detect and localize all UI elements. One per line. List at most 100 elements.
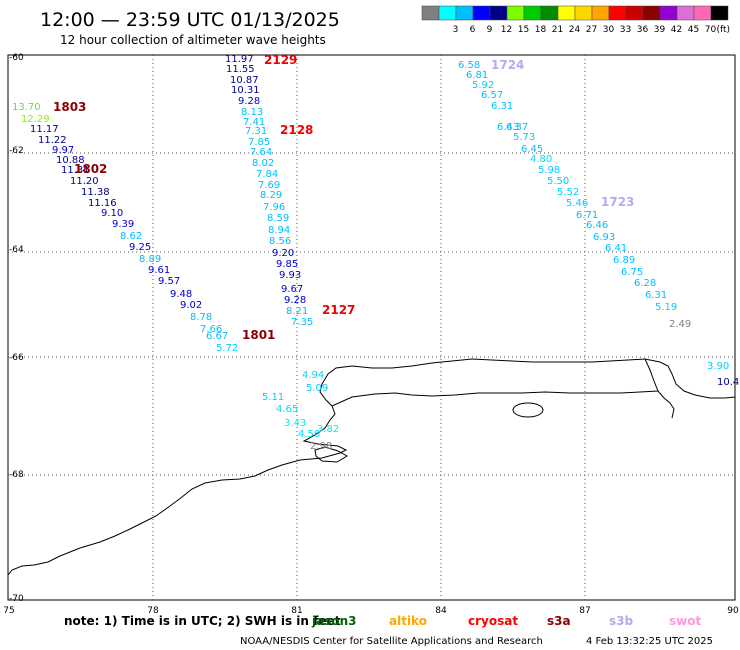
legend-swatch	[540, 5, 559, 21]
wave-height-label: 9.20	[272, 248, 294, 259]
pass-id-label: 1802	[74, 162, 107, 176]
wave-height-label: 11.31	[61, 165, 90, 176]
mission-legend: jason3 altiko cryosat s3a s3b swot	[311, 614, 701, 628]
latitude-label: -62	[9, 146, 24, 156]
ridge-line	[644, 358, 675, 419]
legend-swatch	[506, 5, 525, 21]
wave-height-label: 5.19	[655, 302, 677, 313]
legend-tick-label: 18	[535, 25, 547, 35]
wave-height-label: 3.90	[707, 361, 729, 372]
legend-tick-label: 9	[487, 25, 493, 35]
legend-tick-label: 21	[552, 25, 563, 35]
legend-swatch	[455, 5, 474, 21]
legend-tick-label: 30	[603, 25, 615, 35]
wave-height-label: 8.21	[286, 306, 308, 317]
wave-height-label: 6.89	[613, 255, 635, 266]
wave-height-label: 6.81	[466, 70, 488, 81]
legend-swatch	[642, 5, 661, 21]
wave-height-label: 5.72	[216, 343, 238, 354]
wave-height-label: 5.73	[513, 132, 535, 143]
wave-height-label: 10.4	[717, 377, 739, 388]
wave-height-label: 13.70	[12, 102, 41, 113]
legend-tick-label: 3	[453, 25, 459, 35]
map-subtitle: 12 hour collection of altimeter wave hei…	[60, 33, 326, 47]
footer-note: note: 1) Time is in UTC; 2) SWH is in fe…	[64, 614, 341, 628]
pass-id-label: 1803	[53, 100, 86, 114]
wave-height-label: 8.62	[120, 231, 142, 242]
wave-height-label: 11.97	[225, 54, 254, 65]
legend-swatch	[523, 5, 542, 21]
wave-height-label: 9.61	[148, 265, 170, 276]
latitude-label: -60	[9, 53, 24, 63]
longitude-label: 90	[727, 606, 739, 616]
wave-height-label: 8.94	[268, 225, 290, 236]
legend-swatch	[438, 5, 457, 21]
coastline	[7, 358, 736, 576]
wave-height-label: 8.59	[267, 213, 289, 224]
wave-height-label: 9.48	[170, 289, 192, 300]
observation-layer: 11.9711.5510.8710.319.288.137.417.317.85…	[12, 54, 739, 452]
axis-labels: 75 78 81 84 87 90 -60 -62 -64 -66 -68 -70	[3, 53, 739, 616]
legend-unit-label: (ft)	[716, 25, 730, 35]
wave-height-label: 7.31	[245, 126, 267, 137]
mission-legend-item: s3a	[547, 614, 571, 628]
wave-height-label: 6.45	[521, 144, 543, 155]
legend-swatch	[489, 5, 508, 21]
wave-height-label: 7.41	[243, 117, 265, 128]
pass-label-layer: 2129 2128 2127 1803 1802 1801 1724 1723	[53, 53, 634, 342]
legend-tick-label: 39	[654, 25, 666, 35]
wave-height-label: 8.78	[190, 312, 212, 323]
wave-height-label: 7.69	[258, 180, 280, 191]
pass-id-label: 1724	[491, 58, 524, 72]
legend-swatch	[591, 5, 610, 21]
legend-swatch	[693, 5, 712, 21]
wave-height-label: 6.93	[593, 232, 615, 243]
wave-height-label: 4.80	[530, 154, 552, 165]
wave-height-label: 5.52	[557, 187, 579, 198]
wave-height-color-legend: 3 6 9 12 15 18 21 24 27 30 33 36 39 42 45 70 (ft)	[421, 5, 730, 35]
wave-height-label: 7.64	[250, 147, 272, 158]
wave-height-label: 5.09	[306, 383, 328, 394]
wave-height-label: 11.20	[70, 176, 99, 187]
wave-height-label: 11.16	[88, 198, 117, 209]
wave-height-label: 7.96	[263, 202, 285, 213]
longitude-label: 87	[579, 606, 590, 616]
wave-height-label: 8.89	[139, 254, 161, 265]
wave-height-label: 9.39	[112, 219, 134, 230]
wave-height-label: 4.56	[298, 429, 320, 440]
legend-tick-label: 42	[671, 25, 682, 35]
wave-height-label: 6.57	[481, 90, 503, 101]
wave-height-label: 5.46	[566, 198, 588, 209]
pass-id-label: 1801	[242, 328, 275, 342]
wave-height-label: 6.31	[491, 101, 513, 112]
pass-id-label: 2128	[280, 123, 313, 137]
latitude-label: -64	[9, 245, 24, 255]
wave-height-label: 11.22	[38, 135, 67, 146]
wave-height-label: 12.29	[21, 114, 50, 125]
wave-height-label: 3.43	[284, 418, 306, 429]
wave-height-label: 2.49	[669, 319, 691, 330]
legend-tick-label: 15	[518, 25, 529, 35]
wave-height-label: 6.41	[605, 243, 627, 254]
footer-credit: NOAA/NESDIS Center for Satellite Applica…	[240, 636, 543, 647]
legend-tick-label: 70	[705, 25, 717, 35]
wave-height-label: 8.56	[269, 236, 291, 247]
mission-legend-item: altiko	[389, 614, 427, 628]
legend-tick-label: 6	[470, 25, 476, 35]
wave-height-label: 6.46	[586, 220, 608, 231]
lake-east	[512, 402, 544, 418]
inland-ice-edge	[331, 390, 659, 407]
mission-legend-item: swot	[669, 614, 701, 628]
wave-height-label: 9.28	[238, 96, 260, 107]
legend-tick-label: 12	[501, 25, 512, 35]
wave-height-label: 6.28	[634, 278, 656, 289]
wave-height-label: 10.87	[230, 75, 259, 86]
wave-height-label: 6.43	[497, 122, 519, 133]
wave-height-label: 8.02	[252, 158, 274, 169]
wave-height-label: 5.98	[538, 165, 560, 176]
legend-tick-label: 45	[688, 25, 699, 35]
legend-swatch	[472, 5, 491, 21]
wave-height-label: 4.94	[302, 370, 324, 381]
wave-height-label: 8.29	[260, 190, 282, 201]
map-frame	[7, 54, 736, 601]
